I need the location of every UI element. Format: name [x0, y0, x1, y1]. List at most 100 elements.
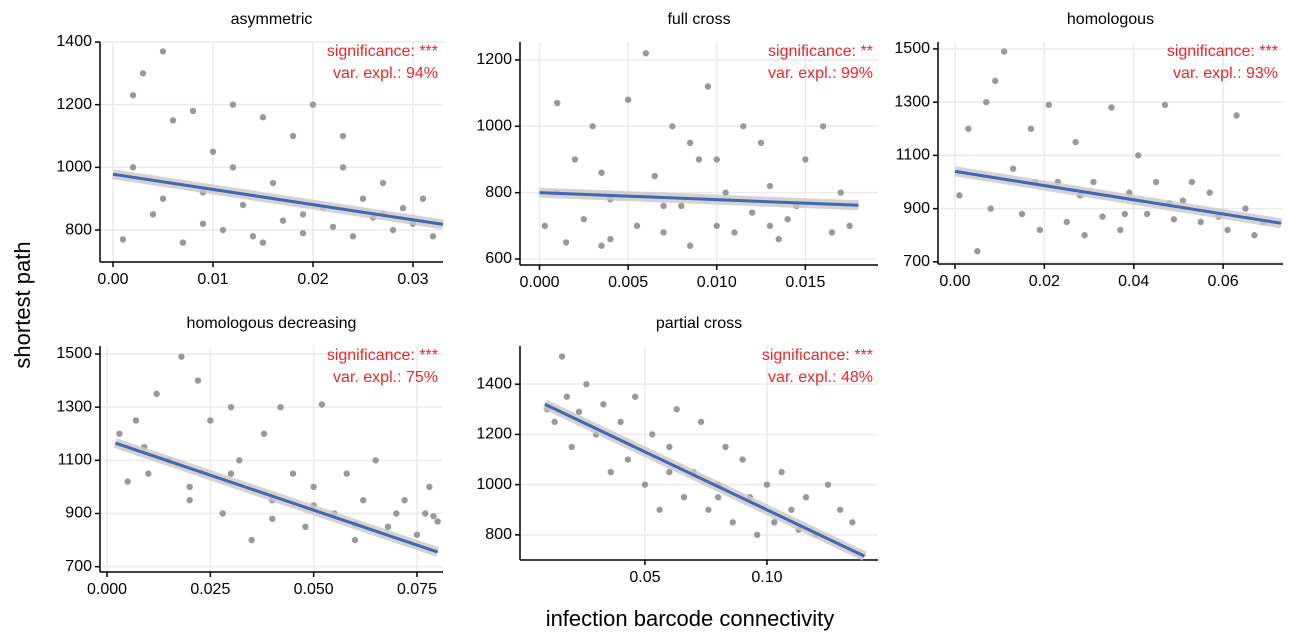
point [339, 164, 347, 171]
y-tick-label: 1200 [476, 426, 512, 443]
x-tick-label: 0.02 [297, 271, 328, 288]
annotation: significance: *** [762, 347, 873, 364]
point [757, 139, 765, 147]
point [763, 481, 771, 488]
point [1063, 218, 1070, 226]
point [259, 239, 267, 246]
x-tick-label: 0.00 [939, 273, 970, 290]
point [1027, 125, 1035, 132]
point [426, 483, 433, 491]
point [129, 164, 137, 171]
point [309, 101, 317, 108]
point [729, 519, 736, 526]
annotation: var. expl.: 75% [333, 369, 438, 386]
x-tick-label: 0.10 [751, 569, 782, 586]
point [269, 515, 276, 523]
fit-line [544, 402, 866, 558]
point [722, 189, 729, 196]
annotation: significance: *** [327, 347, 438, 364]
point [649, 431, 656, 438]
point [836, 506, 844, 513]
fit-line [112, 172, 444, 226]
y-axis-label: shortest path [10, 241, 35, 368]
point [422, 510, 429, 517]
point [248, 536, 255, 544]
point [660, 202, 667, 210]
point [236, 457, 243, 464]
point [194, 377, 202, 384]
point [754, 531, 761, 539]
y-tick-label: 800 [485, 184, 512, 201]
point [186, 483, 193, 491]
point [299, 211, 307, 218]
point [132, 417, 140, 424]
point [119, 236, 127, 243]
point [541, 222, 549, 230]
fit-line [539, 191, 859, 207]
point [686, 139, 694, 147]
y-tick-label: 1300 [894, 93, 930, 110]
point [393, 510, 400, 517]
point [199, 220, 207, 227]
y-tick-label: 1400 [56, 33, 92, 50]
y-tick-label: 1100 [896, 147, 931, 164]
point [299, 229, 307, 237]
point [179, 239, 187, 246]
point [1233, 112, 1240, 119]
point [289, 470, 297, 477]
point [766, 222, 774, 230]
point [302, 523, 309, 530]
point [956, 192, 963, 199]
point [748, 209, 756, 216]
point [669, 123, 676, 130]
point [1143, 210, 1151, 218]
point [641, 481, 649, 488]
point [714, 494, 722, 501]
point [1036, 226, 1044, 234]
point [329, 223, 337, 231]
point [666, 468, 673, 476]
point [1170, 216, 1178, 223]
point [589, 123, 596, 130]
x-tick-label: 0.000 [87, 581, 127, 598]
point [159, 195, 167, 202]
x-tick-label: 0.050 [294, 581, 334, 598]
point [624, 456, 632, 463]
point [219, 226, 227, 234]
point [207, 417, 214, 424]
point [617, 418, 624, 426]
y-tick-label: 700 [65, 558, 92, 575]
point [554, 99, 561, 107]
point [209, 148, 217, 155]
point [379, 179, 387, 187]
point [384, 523, 392, 530]
point [349, 233, 357, 240]
point [1135, 152, 1142, 159]
point [713, 156, 720, 163]
point [568, 443, 575, 451]
y-tick-label: 800 [485, 526, 512, 543]
point [686, 242, 694, 249]
point [1161, 101, 1169, 109]
point [558, 353, 566, 360]
point [563, 393, 571, 400]
point [413, 531, 421, 538]
point [139, 70, 147, 77]
annotation: significance: *** [1167, 43, 1278, 60]
point [740, 123, 747, 130]
point [633, 222, 641, 230]
point [722, 443, 729, 451]
point [1090, 178, 1097, 186]
point [678, 202, 685, 210]
point [562, 239, 570, 246]
x-tick-label: 0.04 [1118, 273, 1149, 290]
point [1206, 189, 1213, 196]
point [153, 390, 160, 398]
point [666, 443, 673, 451]
point [974, 248, 981, 255]
y-tick-label: 1300 [56, 398, 92, 415]
point [778, 468, 785, 476]
point [1152, 178, 1160, 186]
point [600, 401, 607, 408]
y-tick-label: 1400 [476, 375, 512, 392]
